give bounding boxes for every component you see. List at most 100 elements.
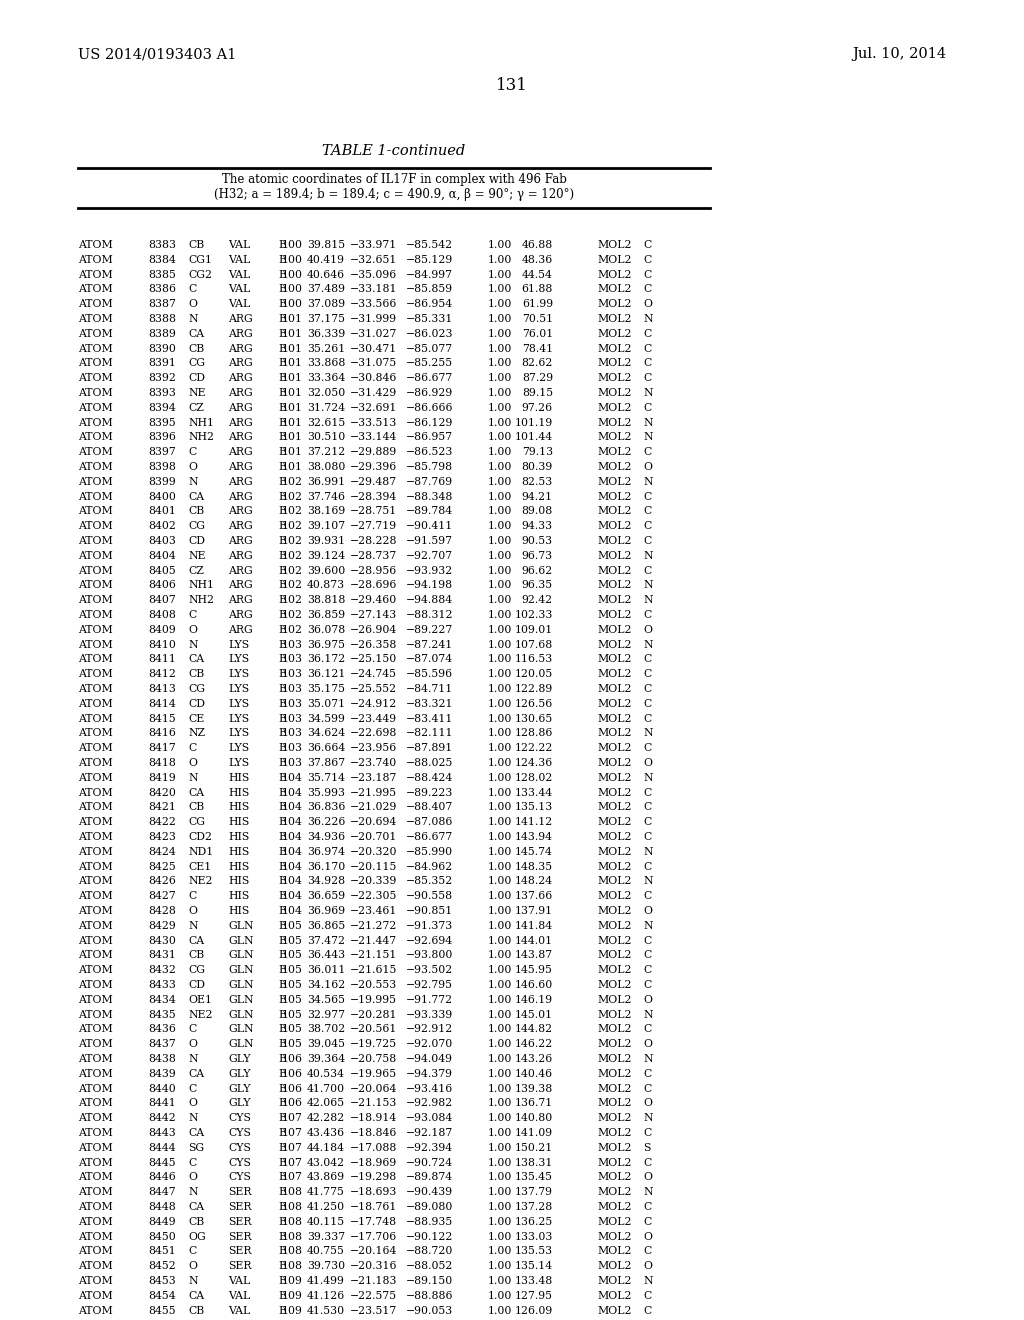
Text: 76.01: 76.01 [522, 329, 553, 339]
Text: 31.724: 31.724 [307, 403, 345, 413]
Text: N: N [188, 921, 198, 931]
Text: O: O [188, 1039, 197, 1049]
Text: −20.115: −20.115 [349, 862, 397, 871]
Text: MOL2: MOL2 [597, 491, 632, 502]
Text: MOL2: MOL2 [597, 1158, 632, 1168]
Text: C: C [643, 507, 651, 516]
Text: −21.151: −21.151 [349, 950, 397, 961]
Text: 8436: 8436 [148, 1024, 176, 1035]
Text: C: C [643, 891, 651, 902]
Text: 104: 104 [283, 803, 303, 812]
Text: 8411: 8411 [148, 655, 176, 664]
Text: MOL2: MOL2 [597, 832, 632, 842]
Text: −28.394: −28.394 [350, 491, 397, 502]
Text: 38.080: 38.080 [306, 462, 345, 473]
Text: E: E [278, 891, 286, 902]
Text: NH2: NH2 [188, 595, 214, 605]
Text: ATOM: ATOM [78, 965, 113, 975]
Text: ARG: ARG [228, 388, 253, 399]
Text: −90.558: −90.558 [406, 891, 453, 902]
Text: 8430: 8430 [148, 936, 176, 945]
Text: CG: CG [188, 521, 205, 531]
Text: ATOM: ATOM [78, 1129, 113, 1138]
Text: −88.886: −88.886 [406, 1291, 453, 1300]
Text: 37.472: 37.472 [307, 936, 345, 945]
Text: E: E [278, 581, 286, 590]
Text: NH1: NH1 [188, 581, 214, 590]
Text: 102: 102 [282, 521, 303, 531]
Text: MOL2: MOL2 [597, 847, 632, 857]
Text: 103: 103 [282, 714, 303, 723]
Text: MOL2: MOL2 [597, 1098, 632, 1109]
Text: C: C [643, 610, 651, 620]
Text: −87.241: −87.241 [406, 640, 453, 649]
Text: OE1: OE1 [188, 995, 212, 1005]
Text: −84.962: −84.962 [406, 862, 453, 871]
Text: E: E [278, 1024, 286, 1035]
Text: −23.461: −23.461 [349, 906, 397, 916]
Text: NE: NE [188, 550, 206, 561]
Text: ARG: ARG [228, 447, 253, 457]
Text: 1.00: 1.00 [487, 1129, 512, 1138]
Text: 8393: 8393 [148, 388, 176, 399]
Text: 36.121: 36.121 [306, 669, 345, 680]
Text: C: C [643, 743, 651, 754]
Text: −93.339: −93.339 [406, 1010, 453, 1019]
Text: MOL2: MOL2 [597, 1024, 632, 1035]
Text: 122.22: 122.22 [515, 743, 553, 754]
Text: −30.471: −30.471 [350, 343, 397, 354]
Text: −87.086: −87.086 [406, 817, 453, 828]
Text: 8424: 8424 [148, 847, 176, 857]
Text: CD: CD [188, 374, 205, 383]
Text: ATOM: ATOM [78, 388, 113, 399]
Text: 37.489: 37.489 [307, 284, 345, 294]
Text: 8410: 8410 [148, 640, 176, 649]
Text: HIS: HIS [228, 772, 249, 783]
Text: ATOM: ATOM [78, 255, 113, 265]
Text: 103: 103 [282, 655, 303, 664]
Text: 106: 106 [282, 1053, 303, 1064]
Text: −31.027: −31.027 [349, 329, 397, 339]
Text: 1.00: 1.00 [487, 359, 512, 368]
Text: 48.36: 48.36 [522, 255, 553, 265]
Text: 145.01: 145.01 [515, 1010, 553, 1019]
Text: 1.00: 1.00 [487, 610, 512, 620]
Text: 1.00: 1.00 [487, 1039, 512, 1049]
Text: −85.331: −85.331 [406, 314, 453, 323]
Text: 8448: 8448 [148, 1203, 176, 1212]
Text: CA: CA [188, 788, 204, 797]
Text: ATOM: ATOM [78, 403, 113, 413]
Text: 8405: 8405 [148, 565, 176, 576]
Text: E: E [278, 550, 286, 561]
Text: −92.394: −92.394 [406, 1143, 453, 1152]
Text: −87.074: −87.074 [406, 655, 453, 664]
Text: −23.740: −23.740 [350, 758, 397, 768]
Text: 1.00: 1.00 [487, 550, 512, 561]
Text: 8449: 8449 [148, 1217, 176, 1226]
Text: C: C [643, 1217, 651, 1226]
Text: 109: 109 [283, 1276, 303, 1286]
Text: NH1: NH1 [188, 417, 214, 428]
Text: E: E [278, 329, 286, 339]
Text: MOL2: MOL2 [597, 1129, 632, 1138]
Text: ATOM: ATOM [78, 1024, 113, 1035]
Text: −90.724: −90.724 [406, 1158, 453, 1168]
Text: 1.00: 1.00 [487, 491, 512, 502]
Text: −93.932: −93.932 [406, 565, 453, 576]
Text: 143.26: 143.26 [515, 1053, 553, 1064]
Text: MOL2: MOL2 [597, 876, 632, 887]
Text: ATOM: ATOM [78, 240, 113, 249]
Text: ATOM: ATOM [78, 536, 113, 546]
Text: E: E [278, 862, 286, 871]
Text: 37.175: 37.175 [307, 314, 345, 323]
Text: −93.084: −93.084 [406, 1113, 453, 1123]
Text: CA: CA [188, 491, 204, 502]
Text: 105: 105 [283, 995, 303, 1005]
Text: E: E [278, 1158, 286, 1168]
Text: 40.873: 40.873 [307, 581, 345, 590]
Text: MOL2: MOL2 [597, 743, 632, 754]
Text: GLY: GLY [228, 1084, 251, 1093]
Text: 8423: 8423 [148, 832, 176, 842]
Text: 43.869: 43.869 [307, 1172, 345, 1183]
Text: 1.00: 1.00 [487, 565, 512, 576]
